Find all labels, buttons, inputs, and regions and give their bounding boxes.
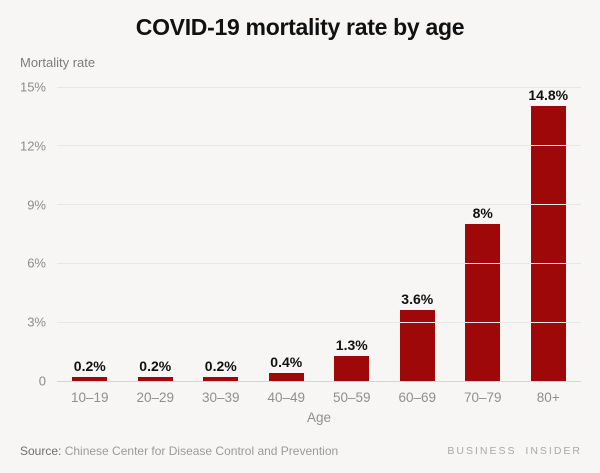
- gridline: [57, 321, 581, 323]
- gridline: [57, 262, 581, 264]
- x-tick-label: 60–69: [398, 390, 437, 405]
- gridline: [57, 380, 581, 382]
- source-text: Chinese Center for Disease Control and P…: [61, 444, 339, 458]
- bar-value-label: 0.2%: [139, 358, 172, 375]
- bar-column: 0.4%: [254, 87, 320, 381]
- x-tick-label: 50–59: [332, 390, 371, 405]
- x-tick-label: 70–79: [463, 390, 502, 405]
- bar-column: 1.3%: [319, 87, 385, 381]
- brand-logo: BUSINESS INSIDER: [447, 445, 582, 457]
- gridline: [57, 145, 581, 147]
- x-tick-label: 10–19: [70, 390, 109, 405]
- x-tick-label: 30–39: [201, 390, 240, 405]
- bar-value-label: 8%: [472, 205, 493, 222]
- bar-column: 14.8%: [516, 87, 582, 381]
- y-tick-label: 6%: [27, 255, 46, 271]
- bar-value-label: 0.2%: [204, 358, 237, 375]
- source-note: Source: Chinese Center for Disease Contr…: [20, 444, 338, 458]
- bar-value-label: 3.6%: [401, 291, 434, 308]
- chart-title: COVID-19 mortality rate by age: [135, 14, 465, 40]
- source-label: Source:: [20, 444, 62, 458]
- bar-column: 0.2%: [123, 87, 189, 381]
- x-tick-label: 20–29: [136, 390, 175, 405]
- bar-column: 0.2%: [188, 87, 254, 381]
- gridline: [57, 204, 581, 206]
- y-tick-label: 12%: [19, 138, 46, 154]
- bar-value-label: 1.3%: [335, 336, 368, 353]
- x-tick-label: 40–49: [267, 390, 306, 405]
- bar: [203, 377, 239, 381]
- bar-value-label: 14.8%: [528, 87, 569, 103]
- y-axis-title: Mortality rate: [20, 55, 96, 70]
- bar: [530, 106, 566, 381]
- bar-column: 0.2%: [57, 87, 123, 381]
- bar-column: 3.6%: [385, 87, 451, 381]
- y-axis-labels: 15% 12% 9% 6% 3% 0: [0, 80, 46, 389]
- gridline: [57, 86, 581, 88]
- y-tick-label: 3%: [27, 314, 46, 330]
- x-tick-label: 80+: [536, 390, 560, 405]
- y-tick-label: 0: [38, 373, 46, 389]
- bar-value-label: 0.2%: [73, 358, 106, 375]
- bar: [268, 373, 304, 381]
- x-axis-labels: 10–19 20–29 30–39 40–49 50–59 60–69 70–79 80+: [57, 390, 581, 405]
- x-axis-title: Age: [306, 410, 332, 425]
- bars-row: 0.2% 0.2% 0.2% 0.4% 1.3% 3.6% 8% 14.8%: [57, 87, 581, 381]
- bar: [137, 377, 173, 381]
- bar: [334, 355, 370, 381]
- bar: [465, 224, 501, 381]
- bar-value-label: 0.4%: [270, 354, 303, 371]
- y-tick-label: 15%: [19, 79, 46, 95]
- y-tick-label: 9%: [27, 197, 46, 213]
- bar: [72, 377, 108, 381]
- plot-area: 0.2% 0.2% 0.2% 0.4% 1.3% 3.6% 8% 14.8%: [57, 86, 581, 382]
- bar-column: 8%: [450, 87, 516, 381]
